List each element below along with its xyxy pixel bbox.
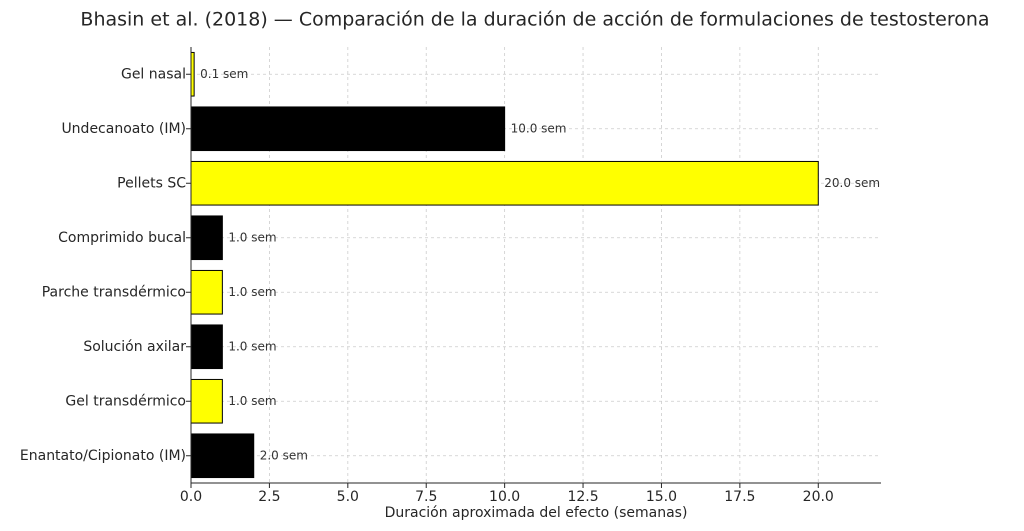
y-tick-label: Comprimido bucal bbox=[58, 230, 186, 246]
value-label: 2.0 sem bbox=[260, 448, 308, 462]
value-label: 1.0 sem bbox=[228, 285, 276, 299]
y-tick-label: Undecanoato (IM) bbox=[61, 121, 186, 137]
bar bbox=[190, 215, 223, 261]
y-tick-label: Solución axilar bbox=[83, 339, 186, 355]
bar bbox=[190, 433, 255, 479]
x-tick-label: 5.0 bbox=[337, 489, 359, 505]
bar bbox=[190, 269, 223, 315]
y-tick-label: Enantato/Cipionato (IM) bbox=[20, 448, 186, 464]
value-label: 1.0 sem bbox=[228, 339, 276, 353]
value-label: 1.0 sem bbox=[228, 394, 276, 408]
x-tick-label: 15.0 bbox=[646, 489, 677, 505]
bar bbox=[190, 106, 506, 152]
value-label: 10.0 sem bbox=[511, 121, 567, 135]
x-tick-label: 12.5 bbox=[567, 489, 598, 505]
x-tick-label: 20.0 bbox=[803, 489, 834, 505]
y-tick-label: Parche transdérmico bbox=[42, 284, 186, 300]
bar bbox=[190, 160, 819, 206]
y-tick-label: Gel transdérmico bbox=[65, 393, 186, 409]
x-tick-label: 2.5 bbox=[258, 489, 280, 505]
chart-title: Bhasin et al. (2018) — Comparación de la… bbox=[80, 9, 989, 31]
value-label: 20.0 sem bbox=[824, 176, 880, 190]
x-tick-label: 0.0 bbox=[180, 489, 202, 505]
value-label: 0.1 sem bbox=[200, 67, 248, 81]
y-tick-label: Gel nasal bbox=[121, 66, 186, 82]
x-tick-label: 7.5 bbox=[415, 489, 437, 505]
x-tick-label: 17.5 bbox=[724, 489, 755, 505]
x-axis-label: Duración aproximada del efecto (semanas) bbox=[385, 505, 688, 521]
bar bbox=[190, 378, 223, 424]
value-label: 1.0 sem bbox=[228, 230, 276, 244]
x-tick-label: 10.0 bbox=[489, 489, 520, 505]
bar bbox=[190, 324, 223, 370]
y-tick-label: Pellets SC bbox=[117, 175, 186, 191]
